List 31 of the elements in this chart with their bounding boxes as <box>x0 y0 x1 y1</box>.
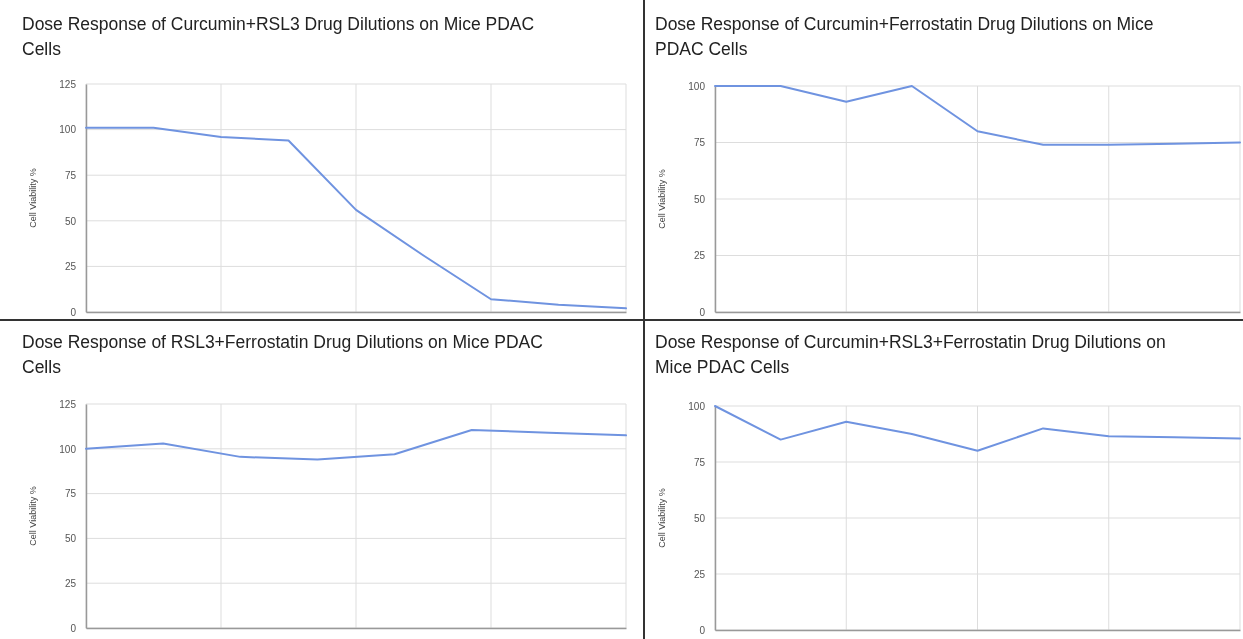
y-tick-label: 100 <box>59 124 77 136</box>
y-tick-label: 75 <box>64 169 77 181</box>
y-tick-label: 0 <box>70 306 77 318</box>
y-tick-label: 25 <box>64 577 77 589</box>
y-tick-label: 75 <box>64 488 77 500</box>
y-tick-label: 100 <box>688 400 706 412</box>
y-tick-label: 25 <box>693 568 706 580</box>
y-tick-label: 100 <box>59 443 77 455</box>
y-tick-label: 0 <box>699 624 706 636</box>
y-axis-title: Cell Viability % <box>28 486 38 546</box>
chart-title: Dose Response of Curcumin+RSL3+Ferrostatin Drug Dilutions on Mice PDAC Cells <box>655 332 1166 377</box>
y-tick-label: 25 <box>693 250 706 262</box>
y-tick-label: 50 <box>64 215 77 227</box>
y-axis-title: Cell Viability % <box>657 488 667 548</box>
y-axis-title: Cell Viability % <box>28 168 38 228</box>
y-tick-label: 50 <box>693 512 706 524</box>
y-tick-label: 75 <box>693 456 706 468</box>
chart-title: Dose Response of RSL3+Ferrostatin Drug Dilutions on Mice PDAC Cells <box>22 332 543 377</box>
y-tick-label: 50 <box>64 533 77 545</box>
y-tick-label: 125 <box>59 78 77 90</box>
y-tick-label: 125 <box>59 398 77 410</box>
y-tick-label: 0 <box>70 622 77 634</box>
y-tick-label: 50 <box>693 193 706 205</box>
y-tick-label: 25 <box>64 261 77 273</box>
y-tick-label: 0 <box>699 306 706 318</box>
y-tick-label: 100 <box>688 80 706 92</box>
y-axis-title: Cell Viability % <box>657 169 667 229</box>
chart-title: Dose Response of Curcumin+Ferrostatin Drug Dilutions on Mice PDAC Cells <box>655 14 1154 59</box>
y-tick-label: 75 <box>693 137 706 149</box>
chart-title: Dose Response of Curcumin+RSL3 Drug Dilutions on Mice PDAC Cells <box>22 14 535 59</box>
line-series <box>85 428 627 461</box>
